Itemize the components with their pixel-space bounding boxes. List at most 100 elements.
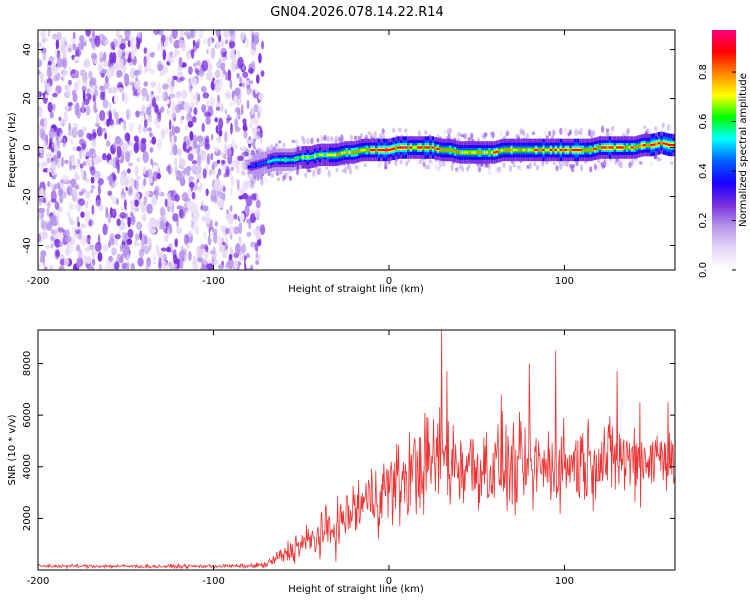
snr-axes: -200 -100 0 100 8000 6000 4000 2000 (22, 330, 675, 587)
noise-blob (219, 73, 226, 78)
signal-halo (531, 131, 536, 136)
signal-band (503, 148, 506, 152)
noise-blob (100, 72, 105, 79)
noise-blob (212, 169, 216, 175)
noise-blob (151, 195, 158, 206)
signal-halo (579, 164, 584, 172)
noise-blob (238, 235, 242, 242)
noise-blob (190, 48, 195, 59)
signal-halo (417, 129, 421, 138)
signal-band (512, 148, 516, 152)
noise-blob (220, 62, 226, 71)
noise-blob (99, 57, 104, 63)
noise-blob (127, 57, 131, 63)
signal-halo (649, 162, 653, 167)
noise-blob (160, 70, 164, 77)
noise-blob (50, 243, 54, 249)
noise-blob (76, 80, 81, 86)
noise-blob (114, 135, 121, 145)
signal-band (390, 148, 393, 151)
noise-blob (206, 49, 209, 54)
signal-band (648, 144, 651, 147)
noise-blob (202, 136, 207, 145)
noise-blob (187, 230, 193, 238)
signal-band (259, 162, 263, 165)
signal-halo (575, 161, 579, 167)
signal-band (392, 147, 395, 150)
noise-blob (206, 62, 213, 73)
noise-blob (78, 191, 84, 196)
signal-halo (639, 161, 643, 165)
noise-blob (214, 117, 219, 123)
noise-blob (116, 145, 122, 158)
noise-blob (228, 101, 234, 107)
noise-blob (173, 259, 179, 265)
signal-band (436, 147, 440, 150)
noise-blob (86, 88, 91, 95)
noise-blob (209, 249, 216, 255)
noise-blob (143, 245, 150, 255)
noise-blob (193, 107, 198, 115)
y-tick-label: 0 (22, 144, 33, 150)
noise-blob (247, 120, 251, 130)
noise-blob (175, 91, 182, 99)
signal-halo (463, 132, 467, 140)
noise-blob (183, 197, 191, 203)
noise-blob (159, 206, 166, 217)
noise-blob (240, 31, 245, 41)
noise-blob (213, 179, 220, 192)
signal-halo (536, 164, 540, 171)
signal-band (311, 155, 314, 158)
signal-halo (416, 159, 420, 165)
signal-band (493, 151, 496, 154)
signal-band (375, 148, 378, 152)
noise-blob (174, 238, 178, 248)
noise-blob (114, 111, 119, 119)
y-tick-label: -20 (22, 188, 33, 204)
signal-band (478, 151, 481, 154)
signal-halo (327, 170, 331, 178)
signal-band (621, 146, 624, 149)
noise-blob (244, 204, 250, 217)
noise-blob (38, 198, 42, 207)
noise-blob (201, 104, 207, 113)
signal-halo (442, 160, 446, 167)
signal-band (429, 146, 432, 149)
noise-blob (198, 252, 204, 258)
noise-blob (236, 163, 240, 174)
signal-halo (323, 134, 327, 141)
noise-blob (123, 119, 127, 131)
noise-blob (160, 44, 164, 52)
noise-blob (227, 153, 233, 165)
signal-band (456, 150, 459, 154)
noise-blob (54, 183, 61, 189)
signal-halo (563, 127, 568, 135)
signal-band (547, 148, 550, 152)
noise-blob (169, 51, 173, 58)
noise-blob (155, 244, 160, 253)
signal-halo (670, 161, 674, 165)
noise-blob (217, 168, 222, 176)
noise-blob (178, 157, 183, 166)
noise-blob (81, 85, 87, 93)
signal-band (446, 148, 449, 152)
signal-band (670, 144, 673, 147)
noise-blob (81, 171, 85, 182)
noise-blob (73, 56, 80, 61)
noise-blob (116, 118, 119, 126)
noise-blob (59, 206, 63, 213)
noise-blob (210, 219, 213, 230)
noise-blob (123, 102, 128, 110)
noise-blob (257, 237, 262, 247)
noise-blob (46, 206, 50, 218)
signal-band (348, 151, 351, 154)
noise-blob (132, 91, 139, 97)
noise-blob (242, 71, 249, 79)
signal-band (589, 148, 592, 152)
noise-blob (153, 30, 160, 36)
noise-blob (258, 52, 262, 64)
signal-band (495, 150, 499, 153)
signal-halo (545, 135, 549, 140)
signal-band (323, 153, 327, 156)
noise-blob (192, 39, 196, 47)
